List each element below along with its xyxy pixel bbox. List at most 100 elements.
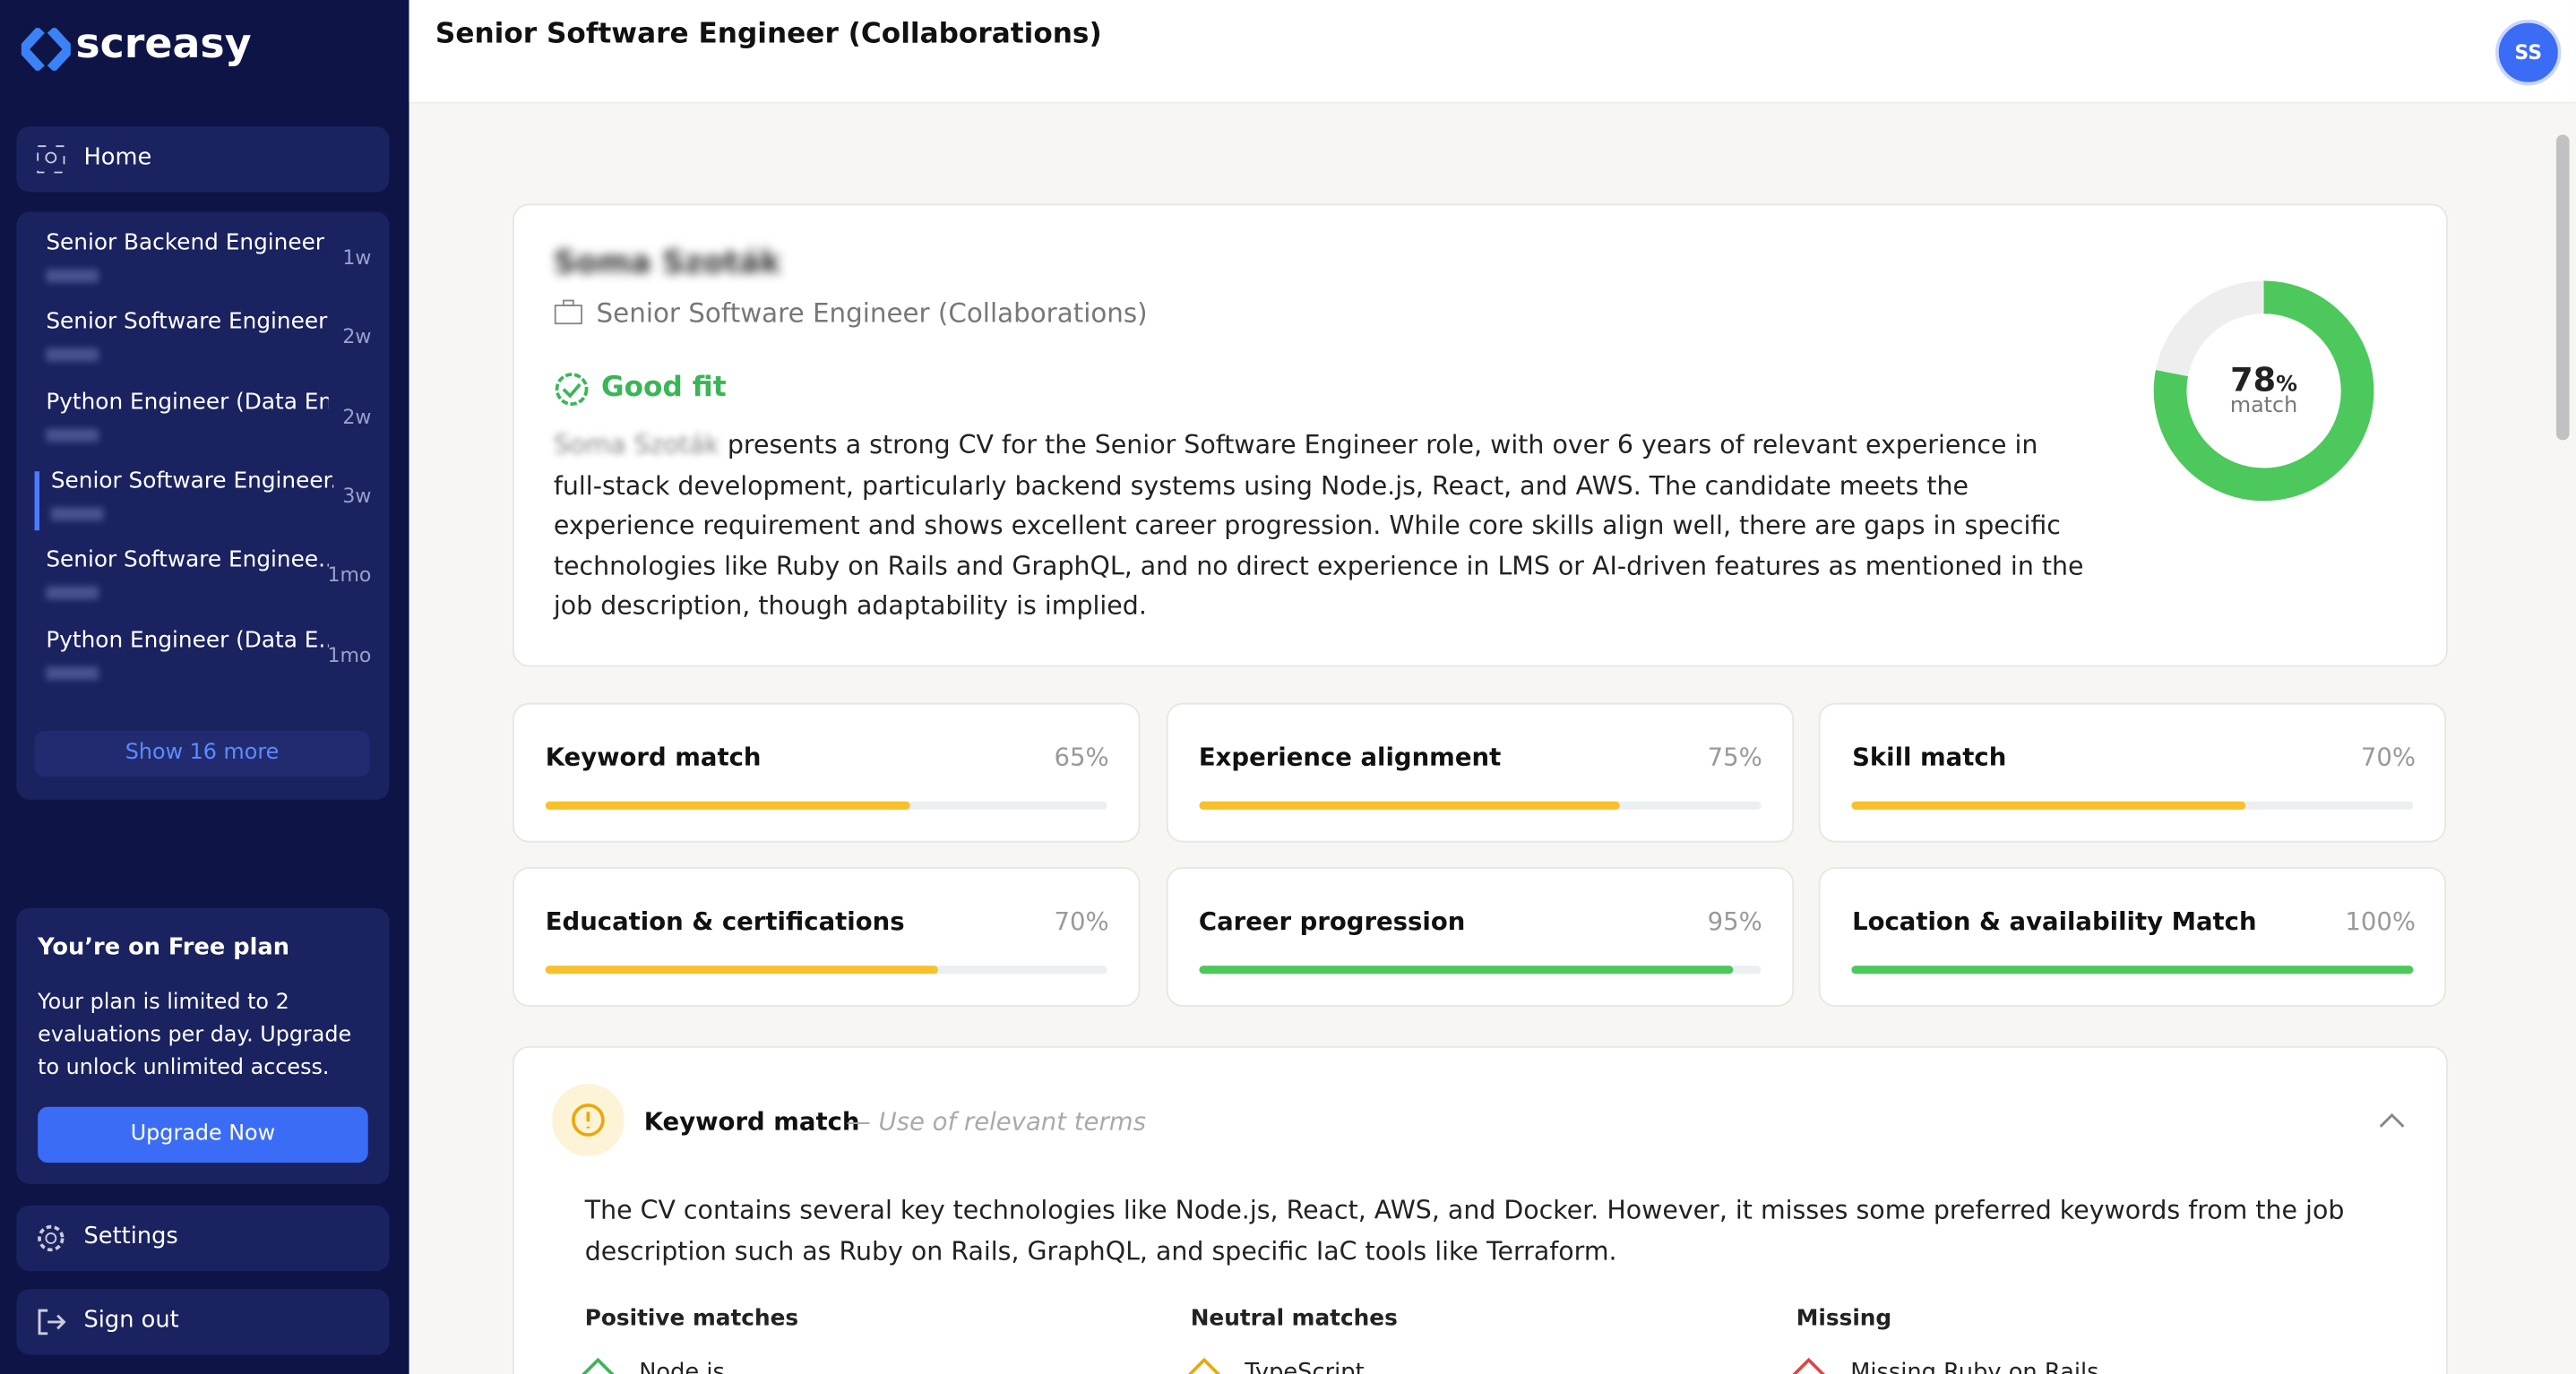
column-title: Positive matches [584,1305,799,1332]
plan-text: Your plan is limited to 2 evaluations pe… [38,990,352,1081]
column-icon [1185,1357,1223,1374]
logo-icon [21,28,71,71]
metric-name: Career progression [1198,906,1466,937]
history-list: Show 16 more Senior Backend Engineer ...… [16,211,390,800]
metric-track [545,966,1107,975]
column-title: Missing [1796,1305,1892,1332]
metric-name: Education & certifications [545,906,905,937]
metric-card: Keyword match 65% [513,702,1141,843]
metric-bar [1852,801,2245,810]
column-item: Node.js [639,1360,725,1374]
scrollbar [2553,105,2572,1374]
score-text: 78% match [2206,360,2321,419]
brand: screasy [75,20,252,68]
signout-label: Sign out [83,1307,179,1334]
history-placeholder [50,507,104,521]
metric-bar [545,966,939,975]
score: 78 [2230,359,2277,399]
score-caption: match [2229,394,2298,419]
plan-title: You’re on Free plan [38,934,290,961]
history-age: 1mo [327,642,372,666]
history-title: Python Engineer (Data En... [46,388,329,416]
history-placeholder [46,586,99,600]
home-button[interactable]: Home [16,126,390,193]
column-icon [579,1357,617,1374]
signout-icon [38,1309,66,1335]
detail-text: The CV contains several key technologies… [584,1195,2345,1266]
candidate-role: Senior Software Engineer (Collaborations… [596,296,1148,329]
history-age: 3w [342,484,372,508]
detail-card: Keyword match — Use of relevant terms Th… [513,1045,2448,1374]
settings-icon [38,1224,65,1252]
metric-name: Experience alignment [1198,742,1502,772]
history-age: 2w [342,405,372,428]
metric-label: 75% [1707,742,1762,772]
metric-bar [1198,801,1621,810]
metric-track [1852,966,2415,975]
metric-card: Location & availability Match 100% [1819,867,2447,1007]
history-title: Senior Software Engineer ... [46,309,329,336]
column-icon [1790,1357,1829,1374]
role-icon [554,299,582,325]
metric-name: Skill match [1852,742,2007,772]
history-placeholder [46,427,99,442]
donut-arc [2153,280,2374,502]
metric-card: Skill match 70% [1819,702,2447,843]
metric-bar [1852,966,2415,975]
metric-name: Location & availability Match [1852,906,2257,937]
summary-name: Soma Szoták [553,430,719,460]
metric-label: 65% [1054,742,1109,772]
summary-text: presents a strong CV for the Senior Soft… [553,430,2084,622]
upgrade-button[interactable]: Upgrade Now [38,1106,368,1164]
column-item: TypeScript [1245,1360,1365,1374]
detail-subtitle: — Use of relevant terms [846,1106,1146,1137]
fit-icon [555,373,589,406]
score-donut [2153,280,2374,502]
sidebar: screasy Home Show 16 more Senior Backend… [0,0,409,1374]
history-title: Senior Software Engineer... [50,468,334,494]
history-title: Python Engineer (Data E... [46,626,329,653]
active-marker [34,471,40,531]
column-item: Missing Ruby on Rails [1850,1360,2099,1374]
metric-track [1198,801,1761,810]
history-placeholder [46,666,99,680]
metric-card: Experience alignment 75% [1166,702,1794,843]
history-age: 2w [342,325,372,349]
detail-title: Keyword match [643,1106,860,1137]
history-placeholder [46,348,99,362]
candidate-name: Soma Szoták [553,245,781,281]
metric-bar [545,801,911,810]
home-icon [37,145,65,174]
detail-subtitle-text: Use of relevant terms [878,1106,1146,1137]
column-title: Neutral matches [1190,1305,1398,1332]
metric-label: 100% [2345,906,2416,937]
summary-card: Soma Szoták Senior Software Engineer (Co… [513,203,2448,667]
history-age: 1w [342,246,372,270]
metric-name: Keyword match [545,742,762,772]
settings-label: Settings [83,1223,178,1250]
metric-track [1852,801,2415,810]
settings-button[interactable]: Settings [16,1205,390,1272]
metric-track [545,801,1107,810]
metric-label: 70% [1054,906,1109,937]
metric-track [1198,966,1761,975]
collapse-icon[interactable] [2377,1110,2407,1129]
history-title: Senior Backend Engineer ... [46,229,329,257]
metric-card: Career progression 95% [1166,867,1794,1007]
warn-icon [572,1103,605,1137]
metric-label: 70% [2360,742,2416,772]
metric-label: 95% [1707,906,1762,937]
history-title: Senior Software Enginee... [46,546,329,574]
metric-card: Education & certifications 70% [513,867,1141,1007]
fit-label: Good fit [601,371,727,405]
summary: Soma Szoták presents a strong CV for the… [554,425,2089,627]
header: Senior Software Engineer (Collaborations… [409,0,2576,104]
history-age: 1mo [327,563,372,587]
avatar[interactable]: SS [2495,20,2562,86]
show-more[interactable]: Show 16 more [34,730,370,777]
home-label: Home [83,144,152,171]
signout-button[interactable]: Sign out [16,1289,390,1355]
plan-box: You’re on Free plan Your plan is limited… [16,907,390,1184]
metric-bar [1198,966,1733,975]
